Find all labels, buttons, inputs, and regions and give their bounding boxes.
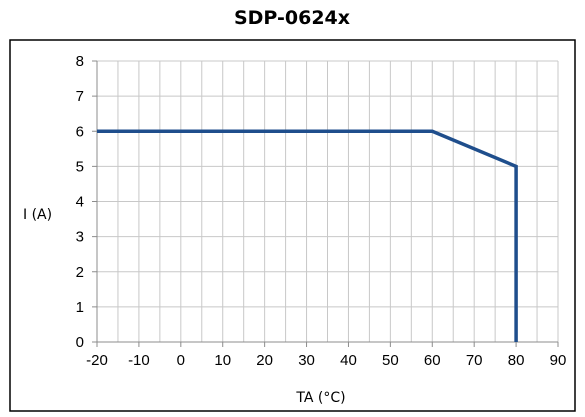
- x-tick-label: 60: [424, 352, 441, 369]
- y-tick-label: 2: [76, 264, 84, 281]
- x-tick-label: 40: [340, 352, 357, 369]
- y-tick-label: 0: [76, 334, 84, 351]
- y-tick-label: 5: [76, 158, 84, 175]
- chart-title: SDP-0624x: [234, 7, 350, 29]
- y-tick-label: 3: [76, 229, 84, 246]
- x-tick-label: 10: [214, 352, 231, 369]
- x-tick-label: 80: [508, 352, 525, 369]
- y-tick-label: 8: [76, 53, 84, 70]
- x-tick-label: 20: [256, 352, 273, 369]
- x-tick-label: -10: [128, 352, 150, 369]
- x-tick-label: 0: [177, 352, 185, 369]
- tick-labels: 0 1 2 3 4 5 6 7 8 -20 -10 0 10 20 30 40 50 60 70 80 90: [76, 53, 567, 369]
- y-tick-label: 7: [76, 88, 84, 105]
- y-tick-label: 1: [76, 299, 84, 316]
- series-line: [97, 129, 518, 342]
- x-tick-label: -20: [86, 352, 108, 369]
- y-axis-label: I (A): [23, 207, 52, 223]
- grid-lines: [97, 60, 559, 342]
- x-tick-label: 70: [466, 352, 483, 369]
- y-tick-label: 4: [76, 194, 84, 211]
- y-tick-label: 6: [76, 123, 84, 140]
- chart-frame: [9, 39, 576, 412]
- x-tick-label: 30: [298, 352, 315, 369]
- axes: [92, 60, 559, 347]
- x-axis-label: TA (°C): [295, 390, 345, 406]
- x-tick-label: 50: [382, 352, 399, 369]
- x-tick-label: 90: [550, 352, 567, 369]
- series-layer: [97, 129, 518, 342]
